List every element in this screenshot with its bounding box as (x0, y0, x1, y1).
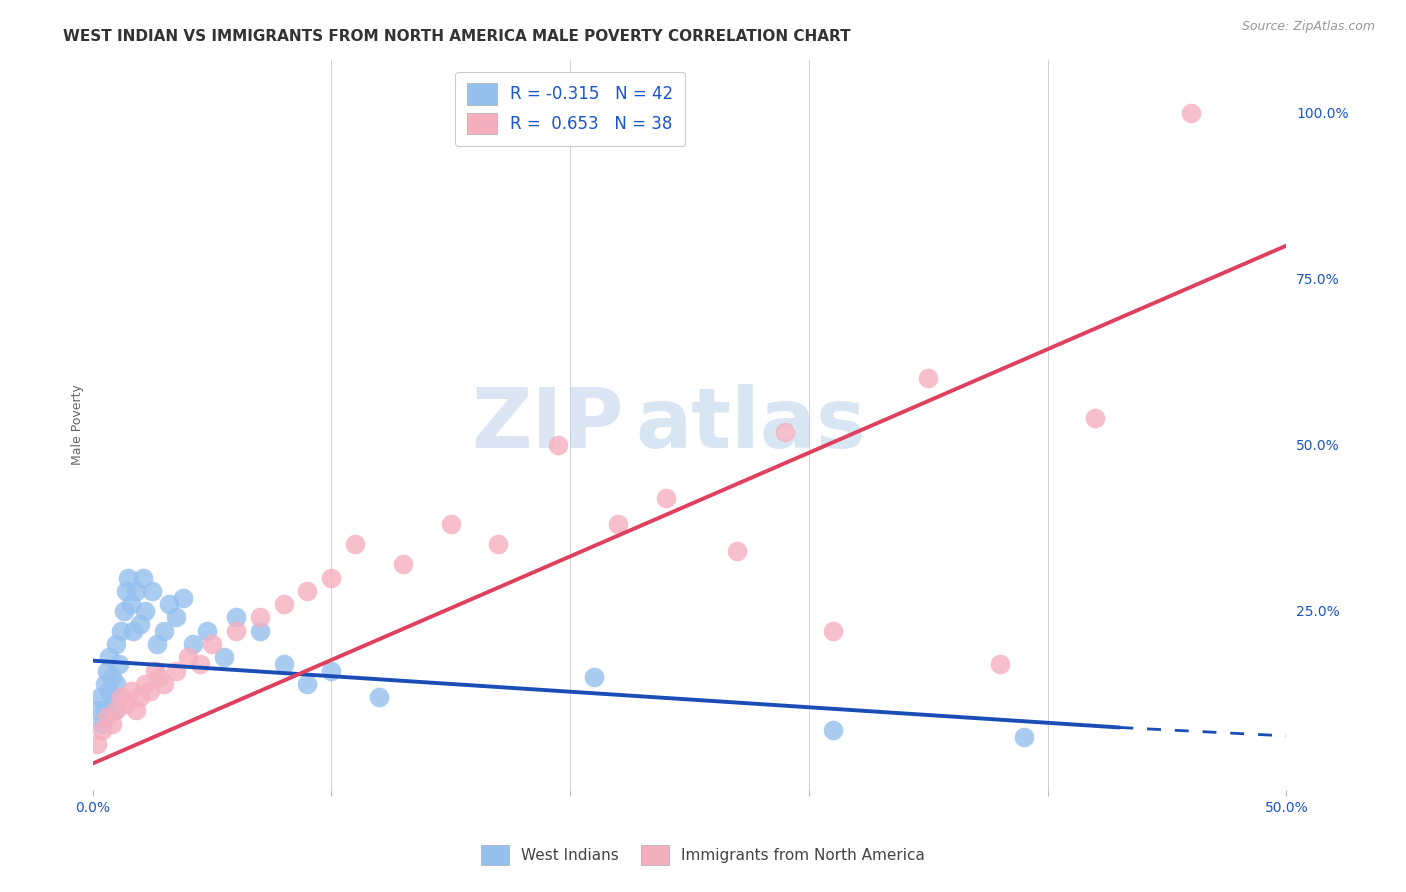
Point (201, 637, 224, 651)
Point (141, 583, 163, 598)
Point (93, 703, 115, 717)
Y-axis label: Male Poverty: Male Poverty (72, 384, 84, 466)
Point (606, 517, 628, 532)
Point (165, 664, 187, 678)
Text: WEST INDIAN VS IMMIGRANTS FROM NORTH AMERICA MALE POVERTY CORRELATION CHART: WEST INDIAN VS IMMIGRANTS FROM NORTH AME… (63, 29, 851, 44)
Text: atlas: atlas (636, 384, 866, 466)
Point (122, 624, 145, 638)
Point (1012, 730, 1035, 744)
Point (129, 617, 152, 632)
Point (488, 537, 510, 551)
Point (273, 657, 295, 671)
Point (1084, 411, 1107, 425)
Point (86, 703, 108, 717)
Text: Source: ZipAtlas.com: Source: ZipAtlas.com (1241, 20, 1375, 33)
Point (96, 710, 118, 724)
Point (124, 703, 146, 717)
Point (93, 677, 115, 691)
Point (440, 517, 463, 532)
Point (100, 670, 122, 684)
Point (188, 657, 211, 671)
Point (153, 677, 176, 691)
Point (368, 690, 391, 705)
Point (103, 703, 125, 717)
Point (148, 670, 170, 684)
Point (132, 571, 155, 585)
Point (157, 597, 180, 611)
Point (96, 664, 118, 678)
Point (120, 597, 142, 611)
Point (654, 491, 676, 505)
Point (110, 624, 132, 638)
Point (181, 637, 204, 651)
Point (321, 664, 343, 678)
Point (297, 583, 319, 598)
Point (112, 604, 135, 618)
Point (110, 690, 132, 705)
Point (321, 571, 343, 585)
Point (86, 737, 108, 751)
Point (177, 650, 200, 665)
Point (917, 371, 939, 385)
Point (153, 624, 176, 638)
Point (172, 591, 194, 605)
Point (134, 677, 156, 691)
Point (124, 583, 146, 598)
Point (129, 690, 152, 705)
Point (821, 723, 844, 738)
Point (108, 657, 131, 671)
Point (249, 624, 271, 638)
Point (225, 610, 247, 624)
Point (225, 624, 247, 638)
Point (773, 425, 796, 439)
Point (100, 690, 122, 705)
Point (273, 597, 295, 611)
Point (105, 703, 128, 717)
Point (988, 657, 1011, 671)
Point (195, 624, 218, 638)
Point (89, 690, 111, 705)
Legend: R = -0.315   N = 42, R =  0.653   N = 38: R = -0.315 N = 42, R = 0.653 N = 38 (456, 71, 685, 146)
Point (212, 650, 235, 665)
Point (143, 664, 166, 678)
Point (547, 438, 569, 452)
Point (249, 610, 271, 624)
Point (297, 677, 319, 691)
Point (98, 683, 121, 698)
Point (344, 537, 367, 551)
Point (392, 558, 415, 572)
Point (115, 583, 138, 598)
Point (91, 723, 114, 738)
Point (139, 683, 162, 698)
Point (725, 544, 748, 558)
Point (105, 637, 128, 651)
Point (115, 697, 138, 711)
Point (165, 610, 187, 624)
Point (98, 650, 121, 665)
Point (105, 677, 128, 691)
Legend: West Indians, Immigrants from North America: West Indians, Immigrants from North Amer… (475, 839, 931, 871)
Point (821, 624, 844, 638)
Point (582, 670, 605, 684)
Point (117, 571, 139, 585)
Point (120, 683, 142, 698)
Point (100, 716, 122, 731)
Point (134, 604, 156, 618)
Point (146, 637, 169, 651)
Point (91, 716, 114, 731)
Text: ZIP: ZIP (471, 384, 624, 466)
Point (1180, 105, 1202, 120)
